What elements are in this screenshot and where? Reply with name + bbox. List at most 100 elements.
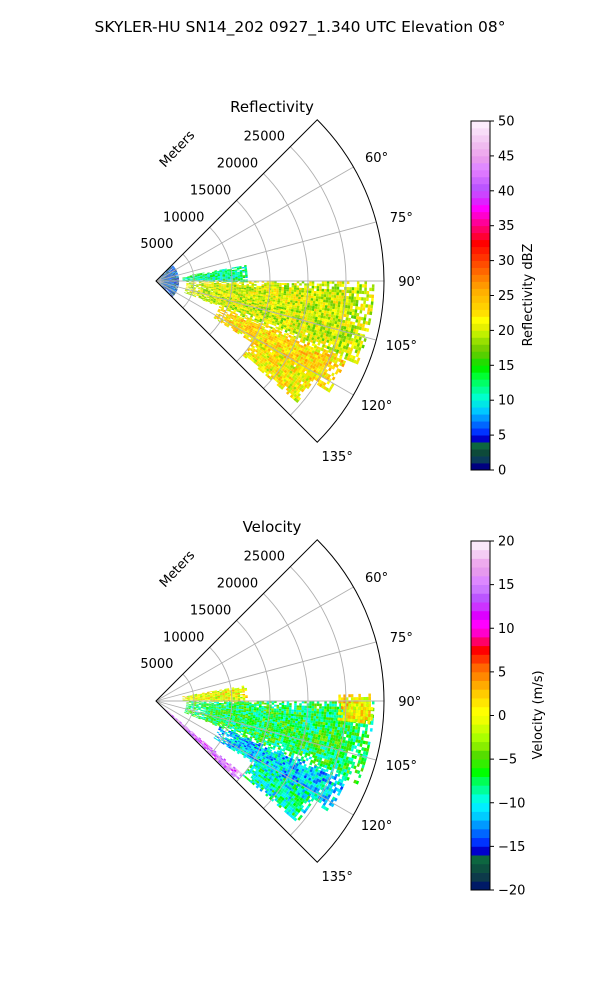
radar-gate [258, 707, 262, 710]
radar-gate [262, 368, 267, 372]
radar-gate [189, 276, 193, 278]
radar-gate [327, 739, 331, 743]
radar-gate [163, 277, 166, 279]
radar-gate [338, 292, 342, 296]
radar-gate [244, 327, 248, 331]
radar-gate [285, 341, 289, 345]
radar-gate [331, 712, 335, 715]
radar-gate [176, 283, 179, 284]
radar-gate [247, 307, 251, 310]
radar-gate [253, 314, 256, 317]
radar-gate [293, 707, 297, 710]
radar-gate [284, 373, 288, 377]
radar-gate [288, 339, 293, 344]
radar-gate [262, 719, 266, 722]
radar-gate [266, 340, 270, 344]
radar-gate [216, 285, 219, 287]
radar-gate [332, 737, 336, 742]
radar-gate [241, 300, 245, 303]
radar-gate [247, 714, 251, 716]
radar-gate [241, 266, 245, 269]
radar-gate [302, 323, 306, 327]
radar-gate [217, 721, 221, 724]
radar-gate [287, 321, 291, 325]
radar-gate [348, 744, 353, 748]
radar-gate [272, 297, 276, 300]
radar-gate [249, 297, 253, 300]
radar-gate [244, 720, 247, 723]
radar-gate [166, 278, 169, 280]
radar-gate [299, 705, 302, 708]
radar-gate [224, 270, 228, 273]
radar-gate [227, 714, 231, 717]
radar-gate [239, 718, 243, 721]
radar-gate [249, 702, 252, 705]
radar-gate [261, 724, 264, 727]
radar-gate [284, 364, 288, 368]
radar-gate [306, 729, 310, 733]
radar-gate [197, 278, 201, 279]
radar-gate [238, 303, 241, 306]
colorbar-segment [471, 393, 490, 401]
radar-gate [245, 712, 249, 715]
radar-gate [199, 275, 203, 277]
radar-gate [235, 294, 238, 297]
radar-gate [235, 714, 238, 717]
radar-gate [235, 324, 239, 327]
radar-gate [253, 287, 257, 289]
radar-gate [322, 326, 326, 331]
radar-gate [331, 743, 335, 747]
radar-gate [257, 346, 261, 350]
radar-gate [361, 323, 366, 328]
radar-gate [240, 713, 244, 715]
radar-gate [278, 708, 282, 711]
azimuth-spoke [155, 166, 354, 282]
radar-gate [270, 738, 274, 741]
radar-gate [287, 347, 292, 351]
radar-gate [168, 285, 171, 287]
radar-gate [220, 275, 223, 277]
radar-gate [188, 287, 191, 289]
radar-gate [336, 283, 340, 287]
radar-gate [210, 291, 213, 293]
radar-gate [307, 379, 312, 383]
radar-gate [314, 306, 318, 310]
radar-gate [363, 317, 367, 322]
radar-gate [254, 731, 257, 734]
radar-gate [168, 269, 171, 272]
radar-gate [298, 730, 302, 734]
radar-gate [284, 343, 288, 347]
radar-gate [312, 375, 316, 380]
radar-gate [294, 743, 298, 747]
radar-gate [172, 272, 175, 274]
radar-gate [280, 386, 284, 390]
radar-gate [210, 719, 214, 722]
radar-gate [337, 301, 341, 305]
radar-gate [297, 312, 301, 316]
radar-gate [236, 322, 239, 326]
radar-gate [307, 722, 311, 726]
radar-gate [260, 717, 263, 720]
radar-gate [240, 311, 244, 314]
radar-gate [286, 344, 291, 348]
radar-gate [204, 714, 208, 716]
radar-gate [304, 324, 309, 328]
radar-gate [241, 706, 244, 708]
radar-gate [193, 702, 197, 704]
radar-gate [321, 384, 325, 389]
radar-gate [364, 727, 368, 732]
radar-gate [272, 332, 276, 336]
radar-gate [324, 336, 329, 340]
radar-gate [293, 397, 298, 402]
radar-gate [208, 707, 212, 709]
radar-gate [224, 273, 228, 275]
radar-gate [232, 272, 235, 274]
radar-gate [256, 310, 260, 313]
radar-gate [285, 380, 289, 384]
radar-gate [272, 299, 276, 302]
radar-gate [245, 292, 249, 295]
radar-gate [250, 321, 254, 324]
colorbar-tick-label: 30 [498, 254, 515, 269]
radar-gate [297, 735, 301, 738]
radar-gate [254, 719, 258, 722]
